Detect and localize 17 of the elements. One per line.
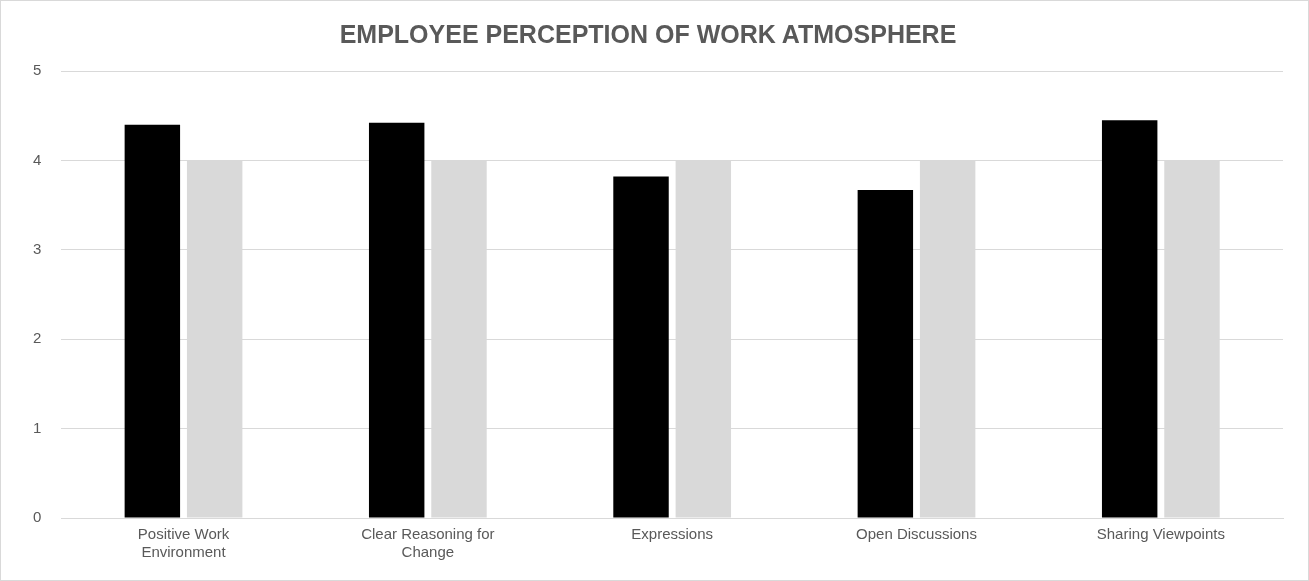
bar — [368, 122, 425, 518]
x-tick-label: Clear Reasoning for Change — [361, 525, 495, 561]
x-tick-label: Expressions — [631, 525, 714, 543]
bar — [613, 176, 669, 518]
x-tick-label: Sharing Viewpoints — [1096, 525, 1225, 543]
bar — [1101, 120, 1158, 518]
chart-title: EMPLOYEE PERCEPTION OF WORK ATMOSPHERE — [339, 19, 957, 48]
y-tick-label: 5 — [33, 61, 42, 79]
y-tick-label: 0 — [33, 508, 42, 526]
x-tick-label: Open Discussions — [856, 525, 977, 543]
y-tick-label: 3 — [33, 239, 42, 257]
bar — [857, 189, 914, 518]
bar — [124, 124, 181, 518]
y-tick-label: 4 — [33, 150, 42, 168]
y-tick-label: 1 — [33, 418, 42, 436]
y-tick-label: 2 — [33, 329, 42, 347]
x-tick-label: Positive Work Environment — [137, 525, 230, 561]
